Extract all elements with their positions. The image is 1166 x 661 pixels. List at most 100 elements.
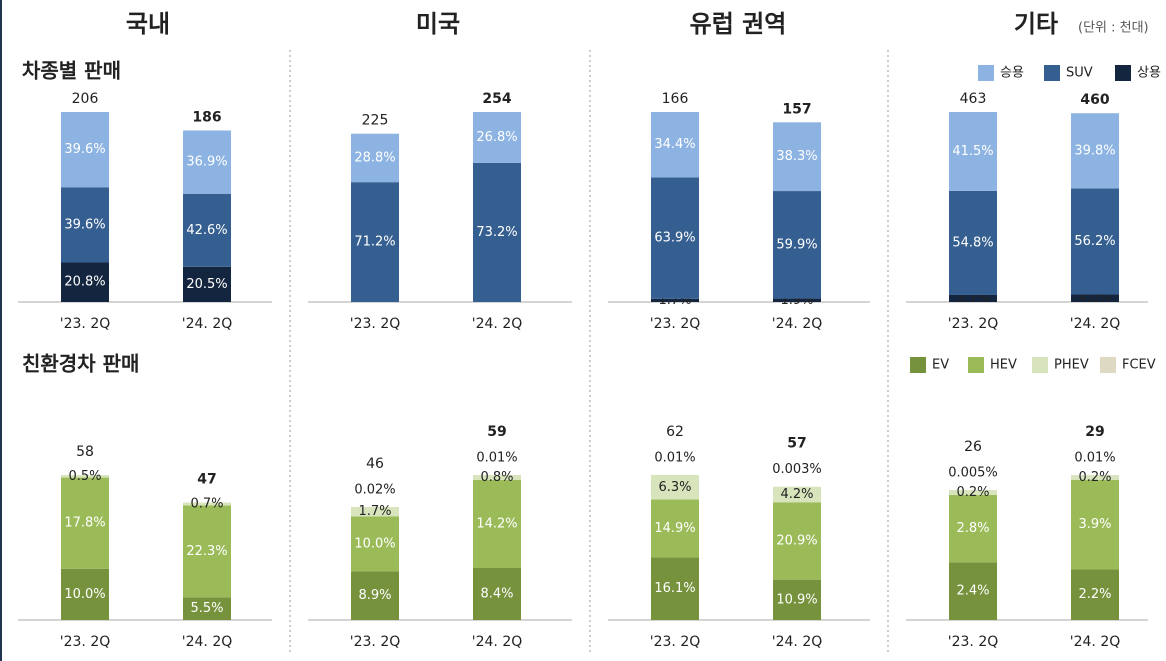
x-tick-label: '23. 2Q [60, 316, 111, 332]
segment-label: 6.3% [658, 480, 691, 495]
bar-segment [1071, 294, 1119, 302]
x-tick-label: '23. 2Q [650, 634, 701, 650]
legend-label: HEV [990, 358, 1017, 373]
x-tick-label: '23. 2Q [650, 316, 701, 332]
segment-label: 2.4% [956, 584, 989, 599]
total-label: 463 [960, 91, 987, 107]
bar-segment [1071, 569, 1119, 620]
segment-label: 36.9% [186, 155, 227, 170]
bar-segment [949, 562, 997, 620]
bar-segment [351, 507, 399, 517]
segment-label: 10.9% [776, 592, 817, 607]
bar-segment [949, 294, 997, 302]
legend-swatch [910, 357, 926, 373]
total-label: 186 [192, 109, 221, 125]
bar-segment [183, 130, 231, 194]
region-title: 국내 [126, 10, 170, 38]
total-label: 62 [666, 424, 684, 440]
legend-label: 상용 [1137, 66, 1161, 81]
segment-label: 56.2% [1074, 234, 1115, 249]
segment-label: 8.9% [358, 588, 391, 603]
bar-segment [351, 133, 399, 183]
segment-label: 0.2% [1078, 470, 1111, 485]
segment-label: 71.2% [354, 235, 395, 250]
bar-segment [773, 298, 821, 302]
bar-segment [773, 486, 821, 503]
bar-segment [351, 182, 399, 302]
segment-label: 20.9% [776, 533, 817, 548]
x-tick-label: '24. 2Q [182, 316, 233, 332]
segment-label: 17.8% [64, 516, 105, 531]
legend-label: EV [932, 358, 949, 373]
total-label: 29 [1085, 424, 1104, 440]
segment-label: 2.2% [1078, 587, 1111, 602]
segment-label: 1.7% [358, 504, 391, 519]
region-title: 유럽 권역 [690, 10, 787, 38]
segment-label: 38.3% [776, 149, 817, 164]
bar-segment [473, 162, 521, 302]
x-tick-label: '24. 2Q [772, 634, 823, 650]
bar-segment [949, 190, 997, 295]
total-label: 157 [782, 101, 811, 117]
x-tick-label: '24. 2Q [772, 316, 823, 332]
segment-label: 0.005% [948, 466, 998, 481]
total-label: 57 [787, 436, 806, 452]
x-tick-label: '24. 2Q [472, 634, 523, 650]
segment-label: 22.3% [186, 544, 227, 559]
total-label: 47 [197, 472, 216, 488]
x-tick-label: '24. 2Q [472, 316, 523, 332]
x-tick-label: '24. 2Q [1070, 316, 1121, 332]
total-label: 58 [76, 444, 94, 460]
segment-label: 39.6% [64, 217, 105, 232]
segment-label: 20.5% [186, 277, 227, 292]
segment-label: 14.2% [476, 516, 517, 531]
x-tick-label: '24. 2Q [1070, 634, 1121, 650]
segment-label: 39.6% [64, 142, 105, 157]
bar-segment [473, 475, 521, 481]
segment-label: 54.8% [952, 235, 993, 250]
segment-label: 0.01% [654, 451, 695, 466]
segment-label: 39.8% [1074, 143, 1115, 158]
total-label: 166 [662, 91, 689, 107]
bar-segment [473, 112, 521, 163]
segment-label: 63.9% [654, 231, 695, 246]
bar-segment [351, 516, 399, 572]
bar-segment [473, 480, 521, 568]
legend-swatch [978, 65, 994, 81]
bar-segment [351, 571, 399, 620]
legend-label: 승용 [1000, 66, 1024, 81]
x-tick-label: '23. 2Q [350, 634, 401, 650]
unit-note: (단위 : 천대) [1078, 21, 1149, 36]
bar-segment [183, 597, 231, 620]
legend-label: FCEV [1122, 358, 1156, 373]
bar-segment [1071, 479, 1119, 570]
bar-segment [1071, 188, 1119, 295]
segment-label: 0.7% [190, 496, 223, 511]
bar-segment [651, 298, 699, 302]
bar-segment [651, 499, 699, 558]
legend-swatch [1032, 357, 1048, 373]
total-label: 460 [1080, 92, 1109, 108]
segment-label: 2.8% [956, 521, 989, 536]
segment-label: 34.4% [654, 137, 695, 152]
x-tick-label: '23. 2Q [60, 634, 111, 650]
segment-label: 5.5% [190, 601, 223, 616]
bar-segment [949, 490, 997, 495]
x-tick-label: '23. 2Q [350, 316, 401, 332]
total-label: 26 [964, 439, 982, 455]
segment-label: 8.4% [480, 586, 513, 601]
section-title: 친환경차 판매 [22, 352, 139, 376]
segment-label: 3.9% [1078, 517, 1111, 532]
segment-label: 14.9% [654, 521, 695, 536]
total-label: 254 [482, 91, 511, 107]
segment-label: 41.5% [952, 144, 993, 159]
bar-segment [949, 494, 997, 563]
bar-segment [183, 502, 231, 506]
legend-swatch [1044, 65, 1060, 81]
x-tick-label: '24. 2Q [182, 634, 233, 650]
bar-segment [473, 567, 521, 620]
bar-segment [61, 568, 109, 620]
legend-swatch [1100, 357, 1116, 373]
segment-label: 59.9% [776, 237, 817, 252]
